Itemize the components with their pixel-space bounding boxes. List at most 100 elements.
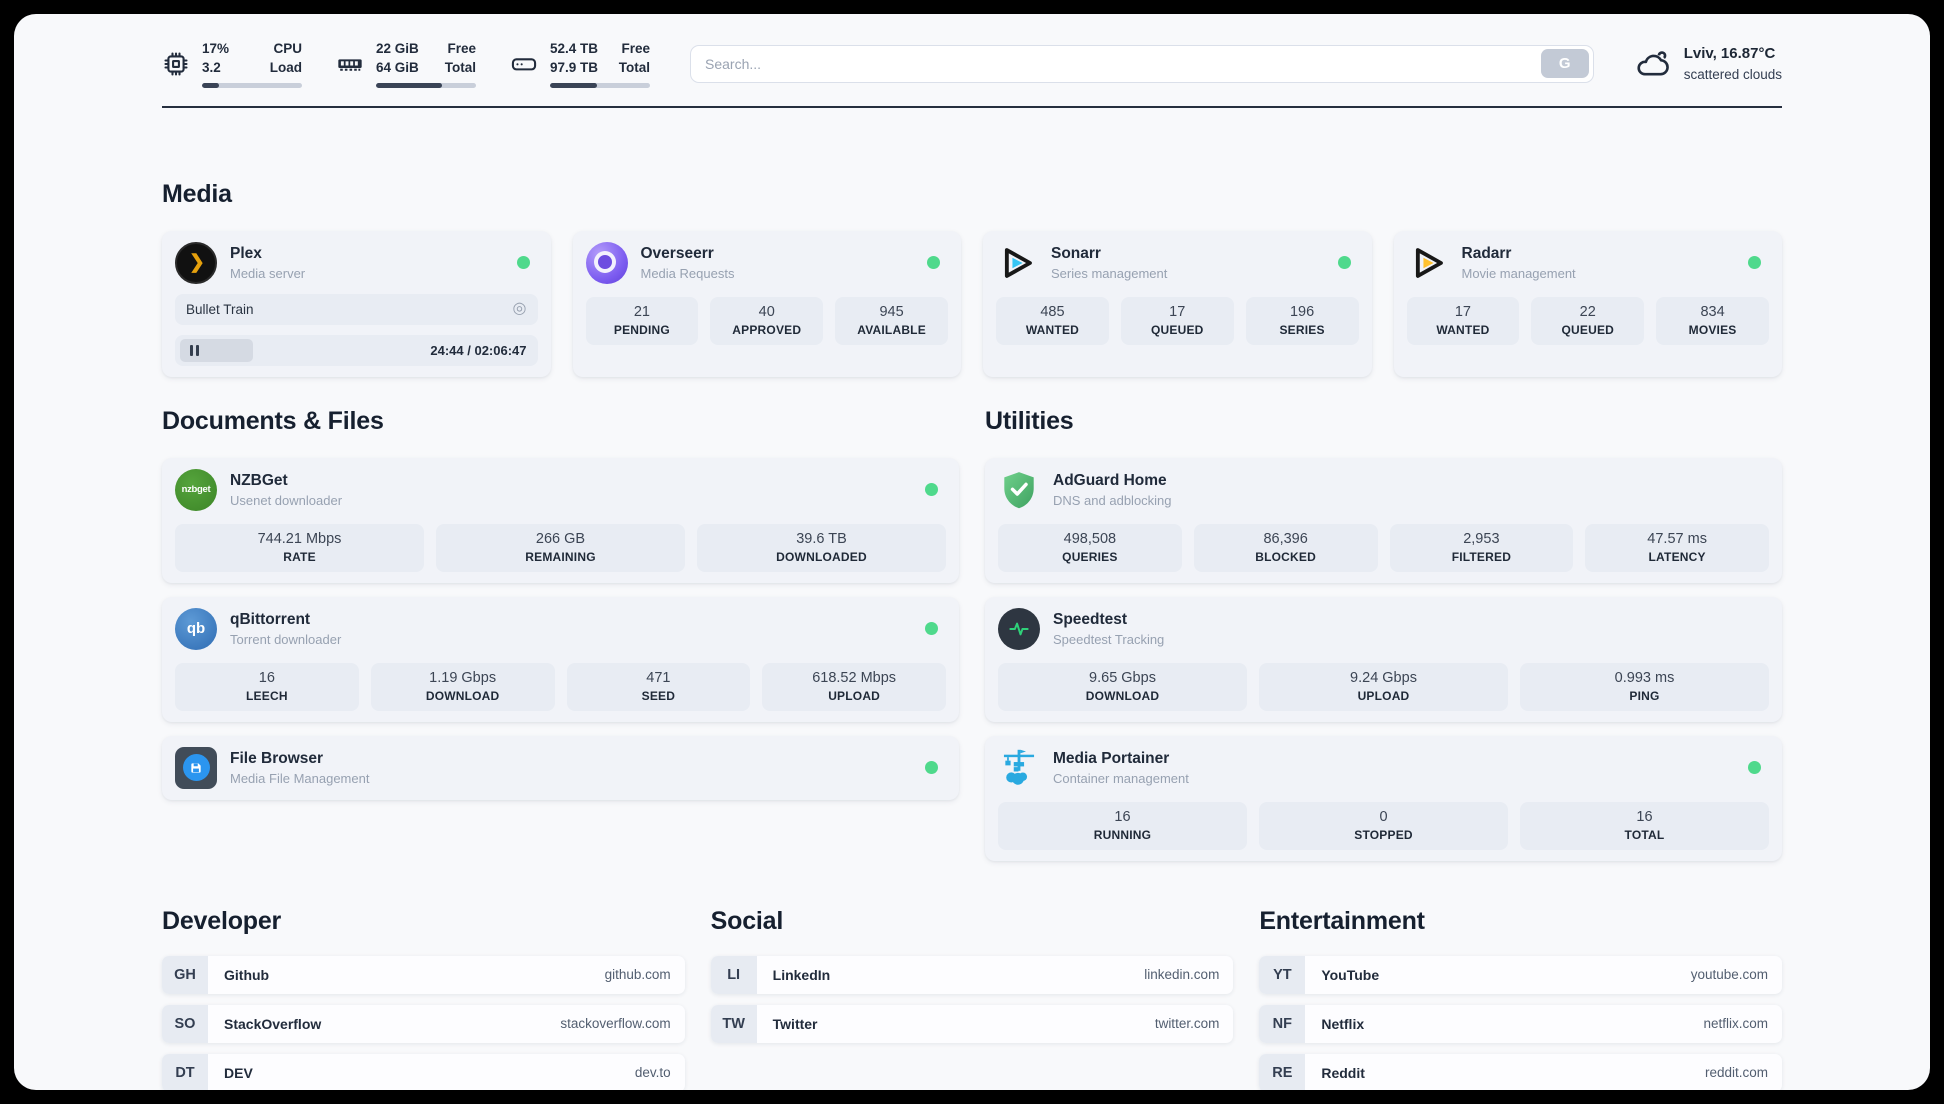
app-card-nzbget[interactable]: nzbget NZBGet Usenet downloader 744.21 M… <box>162 457 959 583</box>
status-dot <box>925 483 938 497</box>
header: 17% 3.2 CPU Load <box>162 40 1782 88</box>
app-description: Media File Management <box>230 770 370 786</box>
disk-stat-widget: 52.4 TB 97.9 TB Free Total <box>510 40 650 88</box>
search-engine-button[interactable]: G <box>1540 49 1589 79</box>
stat-tile: 21 PENDING <box>585 296 699 345</box>
stat-tile: 1.19 Gbps DOWNLOAD <box>370 662 555 711</box>
now-playing-title: Bullet Train <box>186 301 254 317</box>
speedtest-icon <box>998 607 1040 650</box>
stat-tile: 16 LEECH <box>175 662 359 711</box>
app-description: DNS and adblocking <box>1053 492 1172 508</box>
link-url: github.com <box>604 967 671 983</box>
radarr-icon <box>1407 242 1449 284</box>
link-name: LinkedIn <box>772 966 831 983</box>
stat-tile: 9.24 Gbps UPLOAD <box>1259 662 1508 711</box>
portainer-icon <box>998 747 1040 789</box>
link-reddit[interactable]: RE Reddit reddit.com <box>1259 1053 1782 1090</box>
ram-progress-bar <box>376 82 476 88</box>
stat-tile: 945 AVAILABLE <box>835 296 948 345</box>
app-card-radarr[interactable]: Radarr Movie management 17 WANTED 22 QUEUE… <box>1393 230 1782 377</box>
status-dot <box>925 761 938 775</box>
disk-progress-bar <box>550 82 650 88</box>
link-abbr: RE <box>1259 1053 1306 1090</box>
stat-tile: 86,396 BLOCKED <box>1193 523 1378 572</box>
stat-tile: 0.993 ms PING <box>1520 662 1769 711</box>
app-name: Radarr <box>1461 244 1512 262</box>
now-playing-row: Bullet Train ◎ <box>175 293 538 325</box>
ram-free-label: Free <box>447 41 476 56</box>
search-bar: G <box>690 44 1594 83</box>
link-abbr: DT <box>162 1053 208 1090</box>
section-utilities: Utilities <box>985 407 1782 861</box>
app-name: Overseerr <box>640 244 714 262</box>
link-twitter[interactable]: TW Twitter twitter.com <box>710 1004 1234 1043</box>
playback-time: 24:44 / 02:06:47 <box>430 342 527 358</box>
link-name: Twitter <box>772 1015 818 1032</box>
link-url: dev.to <box>634 1065 671 1081</box>
link-url: youtube.com <box>1690 967 1768 983</box>
link-abbr: LI <box>710 955 757 994</box>
link-linkedin[interactable]: LI LinkedIn linkedin.com <box>710 955 1234 994</box>
link-name: StackOverflow <box>224 1015 322 1032</box>
app-card-overseerr[interactable]: Overseerr Media Requests 21 PENDING 40 APP… <box>572 230 961 377</box>
link-dev[interactable]: DT DEV dev.to <box>162 1053 685 1090</box>
app-name: AdGuard Home <box>1053 471 1167 489</box>
weather-condition: scattered clouds <box>1683 66 1782 82</box>
search-input[interactable] <box>705 55 1541 72</box>
ram-total-value: 64 GiB <box>376 59 419 75</box>
status-dot <box>1337 256 1351 270</box>
app-description: Media Requests <box>640 265 735 281</box>
app-description: Series management <box>1051 265 1168 281</box>
link-abbr: NF <box>1259 1004 1306 1043</box>
stat-tile: 16 RUNNING <box>998 801 1247 850</box>
link-abbr: SO <box>162 1004 208 1043</box>
playback-row: 24:44 / 02:06:47 <box>175 334 538 366</box>
app-description: Usenet downloader <box>230 492 343 508</box>
stat-tile: 266 GB REMAINING <box>436 523 685 572</box>
stat-tile: 196 SERIES <box>1245 296 1359 345</box>
disk-free-value: 52.4 TB <box>550 41 599 56</box>
link-abbr: GH <box>162 955 208 994</box>
app-name: Sonarr <box>1051 244 1101 262</box>
pause-button[interactable] <box>180 338 253 362</box>
link-abbr: YT <box>1259 955 1306 994</box>
link-youtube[interactable]: YT YouTube youtube.com <box>1259 955 1782 994</box>
link-name: YouTube <box>1321 966 1380 983</box>
app-card-filebrowser[interactable]: File Browser Media File Management <box>162 735 959 800</box>
stat-tile: 16 TOTAL <box>1520 801 1769 850</box>
link-stackoverflow[interactable]: SO StackOverflow stackoverflow.com <box>162 1004 685 1043</box>
app-card-adguard[interactable]: AdGuard Home DNS and adblocking 498,508 Q… <box>985 457 1782 583</box>
stat-tile: 2,953 FILTERED <box>1389 523 1574 572</box>
header-divider <box>162 105 1782 108</box>
app-card-portainer[interactable]: Media Portainer Container management 16 R… <box>985 735 1782 861</box>
session-video-icon[interactable]: ◎ <box>512 300 527 318</box>
sonarr-icon <box>996 242 1038 284</box>
disk-total-label: Total <box>618 59 650 75</box>
link-name: Reddit <box>1321 1064 1365 1081</box>
app-card-plex[interactable]: ❯ Plex Media server Bullet Train ◎ 24:44… <box>162 230 551 377</box>
link-netflix[interactable]: NF Netflix netflix.com <box>1259 1004 1782 1043</box>
weather-widget: Lviv, 16.87°C scattered clouds <box>1634 43 1782 84</box>
cpu-stat-widget: 17% 3.2 CPU Load <box>162 40 302 88</box>
link-github[interactable]: GH Github github.com <box>162 955 685 994</box>
cpu-load-value: 3.2 <box>202 59 221 75</box>
stat-tile: 17 WANTED <box>1406 296 1520 345</box>
link-url: reddit.com <box>1704 1065 1768 1081</box>
link-name: Github <box>224 966 270 983</box>
app-name: Speedtest <box>1053 610 1128 628</box>
status-dot <box>927 256 940 270</box>
ram-stat-widget: 22 GiB 64 GiB Free Total <box>336 40 476 88</box>
status-dot <box>1748 761 1761 775</box>
stat-tile: 39.6 TB DOWNLOADED <box>697 523 946 572</box>
cloud-icon <box>1634 47 1672 81</box>
app-card-speedtest[interactable]: Speedtest Speedtest Tracking 9.65 Gbps DO… <box>985 596 1782 722</box>
system-stats: 17% 3.2 CPU Load <box>162 40 650 88</box>
developer-heading: Developer <box>162 906 282 935</box>
app-name: Plex <box>230 244 262 262</box>
link-name: DEV <box>224 1064 253 1081</box>
app-card-qbittorrent[interactable]: qb qBittorrent Torrent downloader 16 LEEC… <box>162 596 959 722</box>
app-description: Container management <box>1053 770 1189 786</box>
app-card-sonarr[interactable]: Sonarr Series management 485 WANTED 17 QUE… <box>983 230 1372 377</box>
media-heading: Media <box>162 179 232 208</box>
status-dot <box>1748 256 1761 270</box>
